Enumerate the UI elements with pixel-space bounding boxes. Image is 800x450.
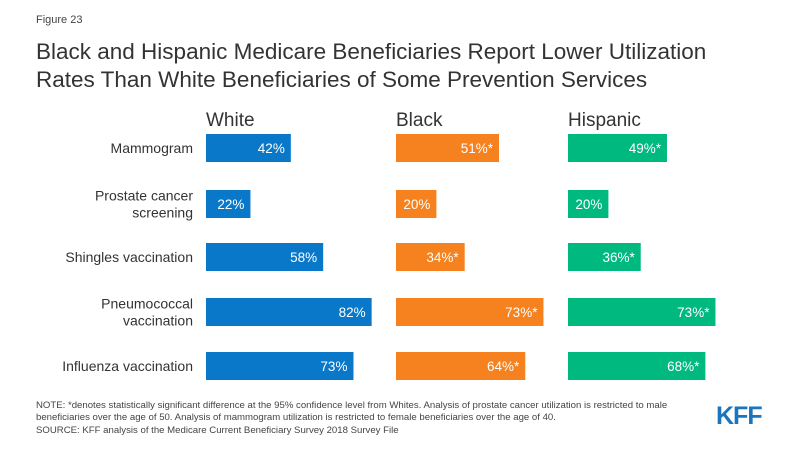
chart-source: SOURCE: KFF analysis of the Medicare Cur… [36, 425, 399, 436]
bar-black-prostate-cancer-screening [396, 190, 437, 218]
bar-hispanic-mammogram [568, 134, 667, 162]
bar-black-influenza-vaccination [396, 352, 526, 380]
bar-white-mammogram [206, 134, 291, 162]
bar-black-pneumococcal-vaccination [396, 298, 544, 326]
bar-hispanic-prostate-cancer-screening [568, 190, 609, 218]
chart-title-line-1: Black and Hispanic Medicare Beneficiarie… [36, 39, 707, 64]
bar-hispanic-pneumococcal-vaccination [568, 298, 716, 326]
category-label-influenza-vaccination: Influenza vaccination [62, 358, 193, 374]
bar-white-shingles-vaccination [206, 243, 324, 271]
value-label-hispanic-pneumococcal-vaccination: 73%* [677, 305, 710, 320]
bar-white-pneumococcal-vaccination [206, 298, 372, 326]
series-header-white: White [206, 110, 255, 131]
value-label-hispanic-influenza-vaccination: 68%* [667, 359, 700, 374]
value-label-black-mammogram: 51%* [461, 141, 494, 156]
category-label-prostate-cancer-screening-line-2: screening [132, 205, 193, 221]
category-label-pneumococcal-vaccination-line-2: vaccination [123, 313, 193, 329]
value-label-black-pneumococcal-vaccination: 73%* [505, 305, 538, 320]
value-label-hispanic-shingles-vaccination: 36%* [602, 250, 635, 265]
value-label-black-prostate-cancer-screening: 20% [403, 197, 430, 212]
kff-logo: KFF [716, 402, 763, 430]
bar-chart: White Black Hispanic Mammogram Prostate canc… [62, 110, 716, 380]
chart-title-line-2: Rates Than White Beneficiaries of Some P… [36, 67, 648, 92]
value-label-white-shingles-vaccination: 58% [290, 250, 317, 265]
figure-label: Figure 23 [36, 14, 83, 26]
value-label-black-influenza-vaccination: 64%* [487, 359, 520, 374]
category-label-mammogram: Mammogram [111, 140, 193, 156]
category-label-prostate-cancer-screening-line-1: Prostate cancer [95, 188, 193, 204]
chart-note: NOTE: *denotes statistically significant… [36, 400, 668, 423]
value-label-white-prostate-cancer-screening: 22% [217, 197, 244, 212]
category-label-shingles-vaccination: Shingles vaccination [65, 249, 193, 265]
value-label-white-influenza-vaccination: 73% [320, 359, 347, 374]
value-label-hispanic-mammogram: 49%* [629, 141, 662, 156]
series-header-hispanic: Hispanic [568, 110, 641, 131]
value-label-hispanic-prostate-cancer-screening: 20% [575, 197, 602, 212]
bar-hispanic-influenza-vaccination [568, 352, 706, 380]
bar-white-influenza-vaccination [206, 352, 354, 380]
value-label-black-shingles-vaccination: 34%* [426, 250, 459, 265]
bar-hispanic-shingles-vaccination [568, 243, 641, 271]
value-label-white-mammogram: 42% [258, 141, 285, 156]
bar-white-prostate-cancer-screening [206, 190, 251, 218]
bar-black-shingles-vaccination [396, 243, 465, 271]
chart-title: Black and Hispanic Medicare Beneficiarie… [36, 38, 776, 94]
series-header-black: Black [396, 110, 443, 131]
value-label-white-pneumococcal-vaccination: 82% [339, 305, 366, 320]
bar-black-mammogram [396, 134, 500, 162]
category-label-pneumococcal-vaccination-line-1: Pneumococcal [101, 296, 193, 312]
